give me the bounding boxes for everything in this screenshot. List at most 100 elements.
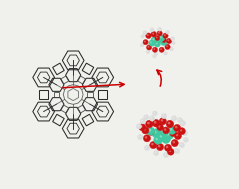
Circle shape — [161, 113, 167, 119]
Circle shape — [153, 55, 156, 58]
Circle shape — [166, 120, 174, 128]
Circle shape — [164, 52, 166, 53]
Circle shape — [159, 35, 165, 41]
Circle shape — [151, 143, 154, 145]
Circle shape — [168, 126, 176, 134]
Circle shape — [163, 33, 168, 38]
Circle shape — [143, 128, 146, 131]
Circle shape — [174, 124, 181, 132]
Circle shape — [151, 32, 157, 37]
Circle shape — [152, 129, 160, 138]
Circle shape — [153, 112, 155, 114]
Circle shape — [158, 27, 162, 31]
Circle shape — [158, 125, 160, 128]
Circle shape — [176, 134, 178, 136]
Circle shape — [179, 143, 185, 148]
Circle shape — [140, 43, 144, 47]
Circle shape — [151, 37, 158, 43]
Circle shape — [157, 31, 162, 36]
Circle shape — [138, 135, 143, 140]
Circle shape — [164, 144, 172, 151]
Circle shape — [153, 131, 157, 134]
Circle shape — [152, 119, 160, 127]
Circle shape — [153, 48, 155, 50]
Circle shape — [171, 116, 177, 121]
Circle shape — [164, 153, 166, 155]
Circle shape — [159, 47, 164, 52]
Circle shape — [166, 31, 168, 32]
Circle shape — [155, 151, 156, 153]
Circle shape — [146, 120, 153, 128]
Circle shape — [180, 121, 185, 126]
Circle shape — [149, 116, 155, 121]
Circle shape — [180, 129, 182, 132]
Circle shape — [156, 37, 158, 38]
Circle shape — [140, 125, 142, 128]
Circle shape — [168, 40, 169, 41]
Circle shape — [165, 131, 174, 139]
Circle shape — [166, 146, 168, 148]
Circle shape — [145, 136, 147, 139]
Circle shape — [170, 48, 172, 49]
Circle shape — [171, 139, 178, 147]
Circle shape — [140, 119, 146, 124]
Circle shape — [163, 152, 168, 158]
Circle shape — [152, 47, 158, 52]
Circle shape — [158, 145, 160, 147]
Circle shape — [169, 47, 173, 51]
Circle shape — [141, 44, 142, 45]
Circle shape — [172, 117, 174, 119]
Circle shape — [139, 136, 141, 137]
Circle shape — [171, 131, 174, 133]
Circle shape — [184, 132, 185, 133]
Circle shape — [171, 38, 173, 39]
Circle shape — [142, 127, 149, 134]
Circle shape — [172, 41, 175, 45]
Circle shape — [164, 52, 167, 55]
Circle shape — [157, 143, 164, 151]
Circle shape — [148, 129, 151, 132]
Circle shape — [154, 41, 160, 47]
Circle shape — [161, 129, 164, 132]
Circle shape — [178, 128, 185, 135]
Circle shape — [174, 148, 180, 154]
Circle shape — [161, 38, 166, 43]
Circle shape — [147, 34, 149, 36]
Circle shape — [151, 117, 152, 119]
Circle shape — [149, 40, 155, 46]
Circle shape — [165, 44, 170, 50]
Circle shape — [164, 34, 166, 36]
Circle shape — [163, 127, 169, 134]
Circle shape — [176, 149, 177, 151]
Circle shape — [159, 135, 163, 138]
Circle shape — [155, 137, 158, 140]
Circle shape — [152, 111, 157, 116]
Circle shape — [155, 42, 158, 44]
Circle shape — [154, 52, 158, 56]
Circle shape — [153, 150, 159, 156]
Circle shape — [146, 33, 151, 39]
Circle shape — [162, 40, 164, 43]
Circle shape — [144, 115, 149, 120]
Circle shape — [156, 36, 163, 43]
Circle shape — [161, 119, 163, 122]
Circle shape — [177, 118, 182, 122]
Circle shape — [143, 135, 151, 142]
Circle shape — [143, 40, 148, 45]
Circle shape — [144, 41, 146, 42]
Circle shape — [147, 46, 149, 48]
Circle shape — [167, 148, 174, 155]
Circle shape — [162, 135, 170, 143]
Circle shape — [169, 150, 171, 152]
Circle shape — [153, 55, 155, 56]
Circle shape — [147, 127, 155, 135]
Circle shape — [158, 133, 166, 142]
Circle shape — [166, 45, 168, 47]
Circle shape — [152, 38, 155, 40]
Circle shape — [136, 124, 141, 129]
Circle shape — [162, 39, 164, 40]
Circle shape — [181, 122, 183, 123]
Circle shape — [182, 131, 188, 136]
Circle shape — [160, 39, 167, 45]
Circle shape — [155, 53, 156, 54]
